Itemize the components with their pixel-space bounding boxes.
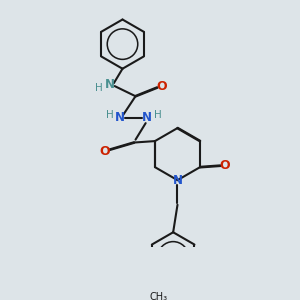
Text: N: N bbox=[115, 111, 124, 124]
Text: O: O bbox=[156, 80, 167, 93]
Text: N: N bbox=[142, 111, 152, 124]
Text: O: O bbox=[219, 159, 230, 172]
Text: N: N bbox=[104, 78, 115, 91]
Text: O: O bbox=[100, 145, 110, 158]
Text: N: N bbox=[172, 174, 182, 187]
Text: H: H bbox=[94, 82, 102, 92]
Text: CH₃: CH₃ bbox=[150, 292, 168, 300]
Text: H: H bbox=[154, 110, 162, 120]
Text: H: H bbox=[106, 110, 113, 120]
